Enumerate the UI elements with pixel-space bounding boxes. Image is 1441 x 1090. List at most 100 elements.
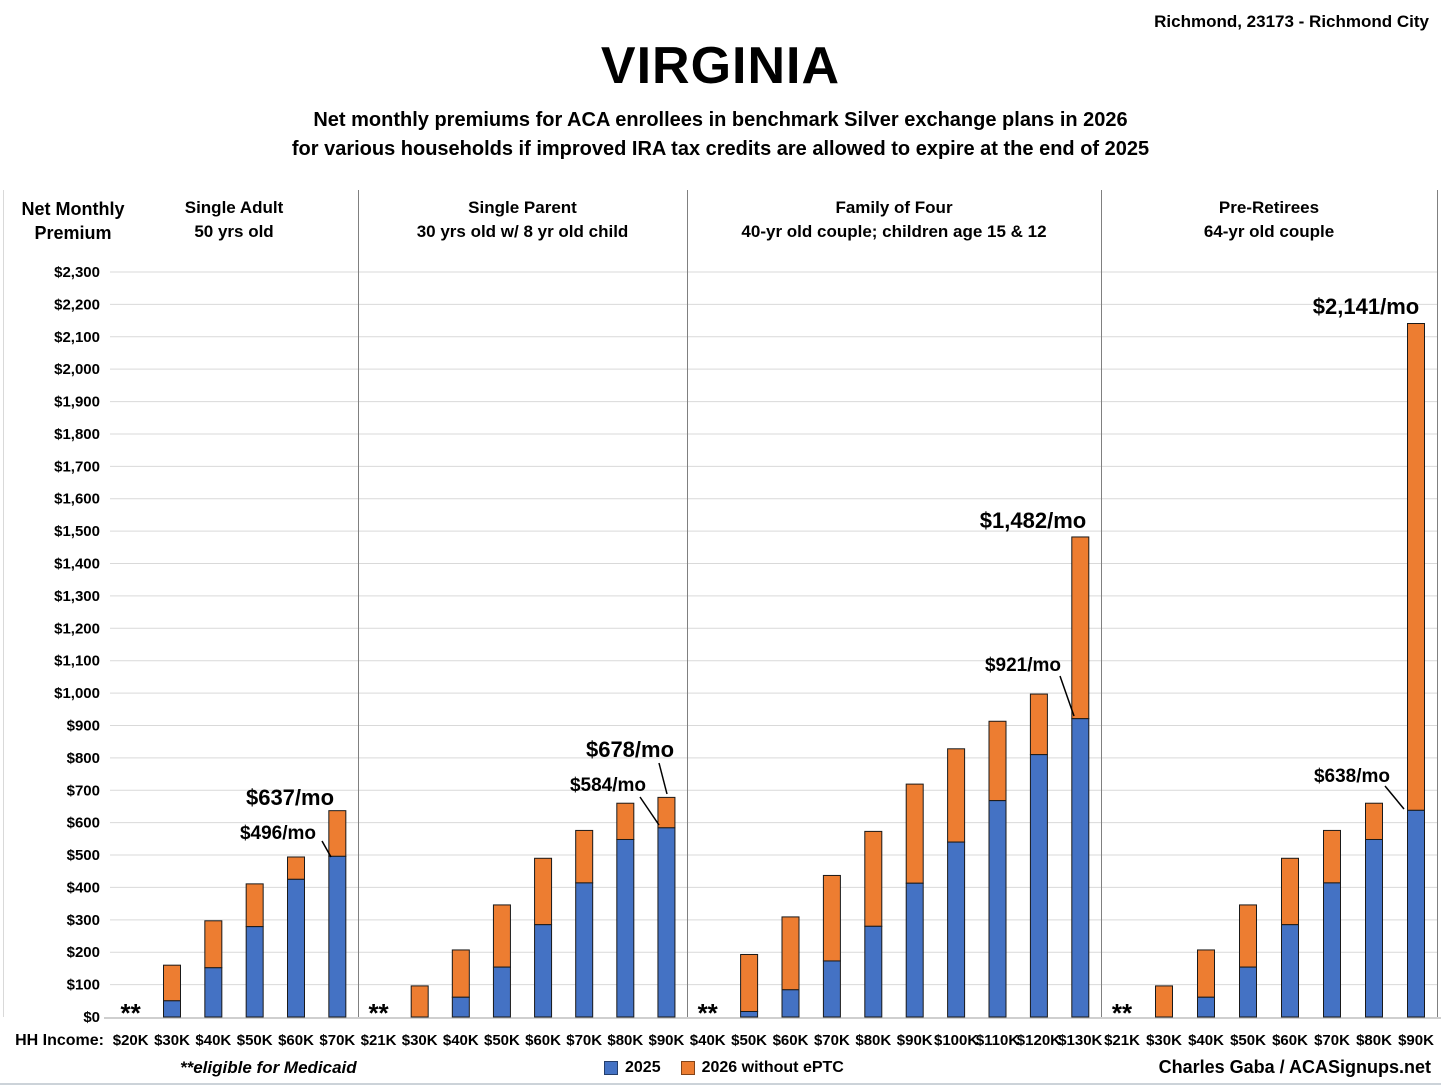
- y-tick-label: $300: [67, 912, 100, 929]
- chart-subtitle: Net monthly premiums for ACA enrollees i…: [0, 106, 1441, 164]
- x-tick-label: $50K: [731, 1032, 767, 1049]
- x-tick-label: $90K: [1398, 1032, 1434, 1049]
- bar-2026-without-eptc: [905, 783, 924, 884]
- x-tick-label: $100K: [934, 1032, 978, 1049]
- x-tick-label: $70K: [319, 1032, 355, 1049]
- legend-swatch-2026: [680, 1061, 695, 1075]
- legend-label-2026: 2026 without ePTC: [701, 1059, 844, 1076]
- x-tick-label: $21K: [1104, 1032, 1140, 1049]
- callout-blue-label: $921/mo: [985, 655, 1061, 676]
- location-label: Richmond, 23173 - Richmond City: [1154, 12, 1429, 31]
- bar-2026-without-eptc: [822, 874, 841, 962]
- bottom-rule: [0, 1083, 1441, 1085]
- x-tick-label: $20K: [113, 1032, 149, 1049]
- bar-2026-without-eptc: [328, 810, 347, 857]
- medicaid-footnote: **eligible for Medicaid: [180, 1058, 357, 1077]
- x-tick-label: $50K: [1230, 1032, 1266, 1049]
- y-tick-label: $2,000: [54, 361, 100, 378]
- y-tick-label: $1,700: [54, 458, 100, 475]
- x-tick-label: $40K: [690, 1032, 726, 1049]
- bar-2026-without-eptc: [616, 802, 635, 840]
- bar-2025: [740, 1010, 759, 1018]
- bar-2026-without-eptc: [287, 856, 305, 880]
- group-header-pre-retirees: Pre-Retirees 64-yr old couple: [1203, 198, 1335, 241]
- y-tick-label: $2,200: [54, 296, 100, 313]
- bar-2026-without-eptc: [575, 829, 594, 884]
- y-axis-title: Net Monthly Premium: [6, 197, 140, 245]
- x-tick-label: $80K: [1356, 1032, 1392, 1049]
- bar-2025: [781, 989, 800, 1018]
- medicaid-asterisks: **: [1112, 998, 1133, 1028]
- y-tick-label: $100: [67, 977, 100, 994]
- bar-2026-without-eptc: [1071, 536, 1090, 720]
- bar-2026-without-eptc: [740, 953, 759, 1012]
- bar-2025: [1197, 996, 1215, 1018]
- x-tick-label: $90K: [897, 1032, 933, 1049]
- bar-2025: [245, 926, 264, 1018]
- bar-2025: [1281, 924, 1299, 1018]
- bar-2025: [451, 996, 470, 1018]
- bar-2026-without-eptc: [947, 748, 966, 843]
- group-header-family-of-four: Family of Four 40-yr old couple; childre…: [741, 198, 1047, 241]
- x-tick-label: $80K: [607, 1032, 643, 1049]
- y-tick-label: $1,600: [54, 491, 100, 508]
- x-tick-label: $70K: [566, 1032, 602, 1049]
- legend-swatch-2025: [604, 1061, 618, 1075]
- y-tick-label: $1,500: [54, 523, 100, 540]
- bar-2026-without-eptc: [410, 985, 429, 1018]
- bar-2025: [905, 882, 924, 1018]
- x-tick-label: $80K: [855, 1032, 891, 1049]
- bar-2025: [947, 841, 966, 1018]
- x-tick-label: $30K: [154, 1032, 190, 1049]
- callout-pointer-line: [658, 762, 668, 795]
- x-axis-title: HH Income:: [15, 1032, 104, 1049]
- medicaid-asterisks: **: [368, 998, 389, 1028]
- x-tick-label: $50K: [237, 1032, 273, 1049]
- x-tick-label: $40K: [195, 1032, 231, 1049]
- bar-2026-without-eptc: [864, 830, 883, 927]
- legend-item-2025: 2025: [604, 1059, 661, 1077]
- callout-blue-label: $584/mo: [570, 775, 646, 796]
- bar-2026-without-eptc: [451, 949, 470, 998]
- y-tick-label: $2,300: [54, 264, 100, 281]
- bar-2026-without-eptc: [245, 883, 264, 928]
- bar-2026-without-eptc: [1197, 949, 1215, 998]
- author-credit: Charles Gaba / ACASignups.net: [1158, 1057, 1431, 1077]
- callout-red-label: $678/mo: [586, 737, 674, 762]
- bar-2026-without-eptc: [1407, 323, 1425, 811]
- bar-2026-without-eptc: [781, 916, 800, 991]
- bar-2025: [1071, 718, 1090, 1018]
- bar-2025: [163, 1000, 181, 1018]
- group-header-single-parent: Single Parent 30 yrs old w/ 8 yr old chi…: [416, 198, 629, 241]
- group-header-single-adult: Single Adult 50 yrs old: [184, 198, 284, 241]
- callout-pointer-line: [321, 840, 332, 858]
- legend-label-2025: 2025: [625, 1059, 661, 1076]
- bar-2025: [1323, 882, 1341, 1018]
- bar-2026-without-eptc: [1365, 802, 1383, 840]
- y-tick-label: $900: [67, 717, 100, 734]
- y-tick-label: $1,400: [54, 556, 100, 573]
- y-tick-label: $800: [67, 750, 100, 767]
- chart-subtitle-line1: Net monthly premiums for ACA enrollees i…: [313, 109, 1128, 131]
- x-tick-label: $40K: [443, 1032, 479, 1049]
- chart-legend: 2025 2026 without ePTC: [604, 1059, 844, 1077]
- bar-2025: [822, 960, 841, 1018]
- legend-item-2026: 2026 without ePTC: [680, 1059, 844, 1077]
- bar-2026-without-eptc: [204, 920, 223, 969]
- bar-2025: [534, 924, 553, 1018]
- callout-pointer-line: [639, 796, 660, 826]
- bar-2026-without-eptc: [1029, 693, 1048, 756]
- y-axis-title-line1: Net Monthly: [21, 199, 125, 219]
- callout-red-label: $2,141/mo: [1313, 294, 1419, 319]
- bar-2025: [1239, 966, 1257, 1018]
- medicaid-asterisks: **: [698, 998, 719, 1028]
- bar-2026-without-eptc: [492, 904, 511, 968]
- bar-2026-without-eptc: [1323, 829, 1341, 884]
- bar-2026-without-eptc: [1239, 904, 1257, 968]
- bar-2026-without-eptc: [988, 720, 1007, 802]
- y-tick-label: $1,900: [54, 394, 100, 411]
- bar-2025: [287, 878, 305, 1018]
- page-title: VIRGINIA: [600, 37, 841, 95]
- bar-2025: [1029, 754, 1048, 1018]
